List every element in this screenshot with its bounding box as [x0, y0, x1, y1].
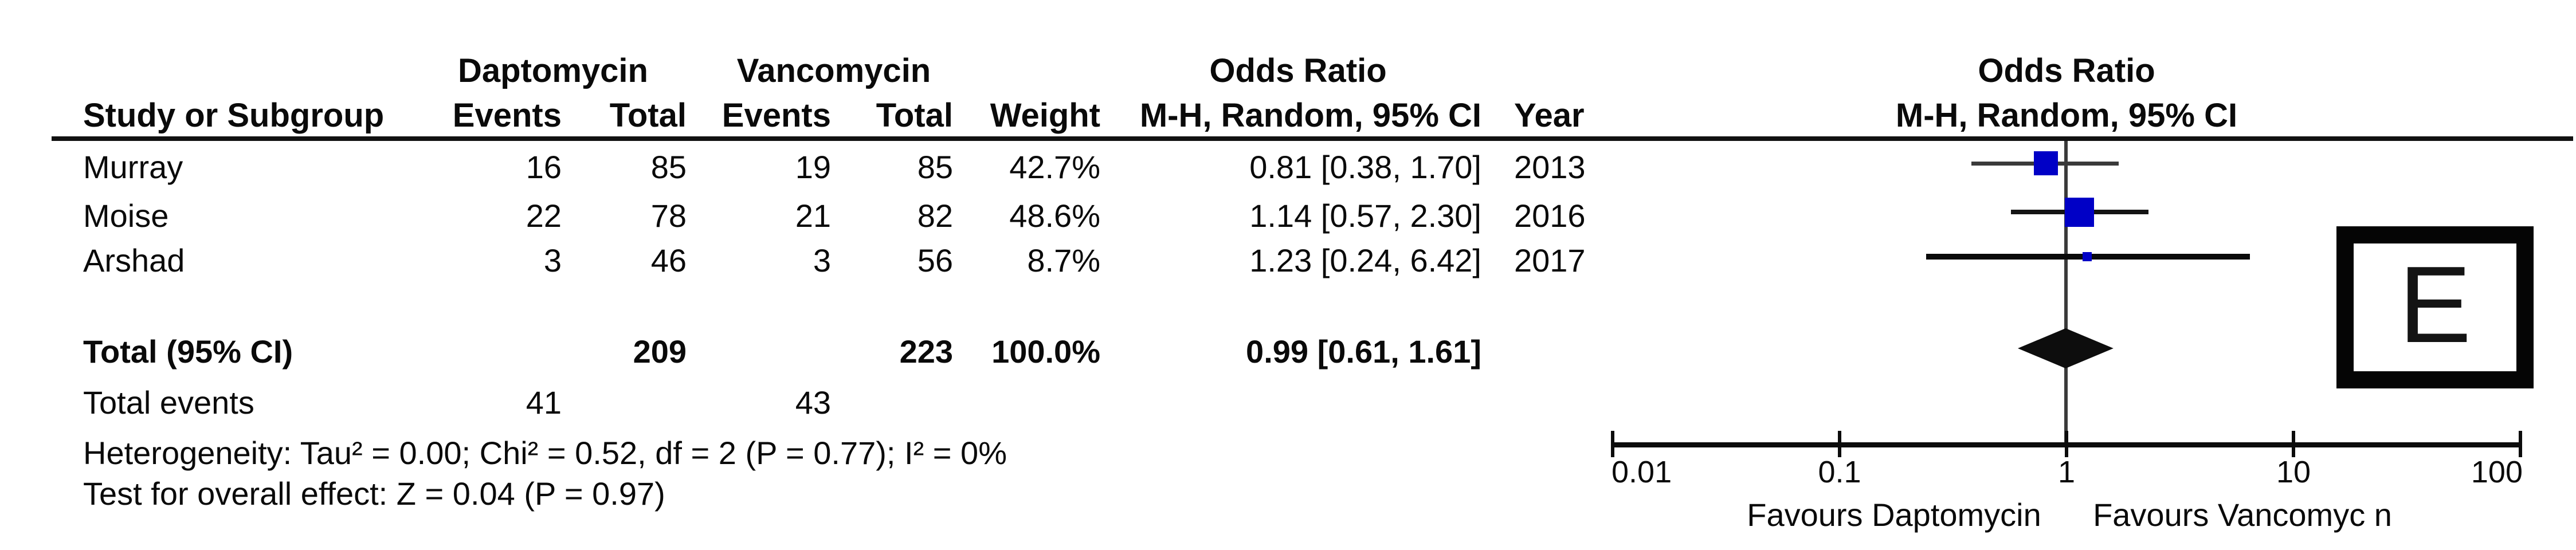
year: 2017: [1514, 242, 1586, 278]
weight: 42.7%: [1009, 149, 1100, 185]
study-name: Arshad: [83, 242, 185, 278]
total-2: 85: [917, 149, 953, 185]
favours-left-label: Favours Daptomycin: [1747, 497, 2041, 533]
col-header-year: Year: [1514, 97, 1585, 134]
weight: 8.7%: [1027, 242, 1100, 278]
year: 2016: [1514, 198, 1586, 234]
col-header-total-1: Total: [609, 97, 687, 134]
col-header-weight: Weight: [990, 97, 1100, 134]
overall-effect-text: Test for overall effect: Z = 0.04 (P = 0…: [83, 476, 665, 512]
x-axis-tick: [1611, 431, 1614, 457]
effect-square: [2082, 252, 2092, 261]
plot-title: Odds Ratio: [1978, 52, 2155, 89]
x-axis-tick-label: 10: [2276, 455, 2311, 489]
plot-subtitle: M-H, Random, 95% CI: [1895, 97, 2238, 134]
heterogeneity-text: Heterogeneity: Tau² = 0.00; Chi² = 0.52,…: [83, 435, 1007, 471]
total-events-2: 43: [795, 384, 831, 421]
total-n-2: 223: [899, 333, 953, 370]
total-1: 46: [650, 242, 687, 278]
x-axis-tick-label: 0.1: [1818, 455, 1861, 489]
events-1: 22: [526, 198, 562, 234]
x-axis-tick: [1838, 431, 1841, 457]
col-header-total-2: Total: [876, 97, 953, 134]
total-odds-ratio-ci: 0.99 [0.61, 1.61]: [1246, 333, 1481, 370]
effect-square: [2065, 197, 2095, 227]
header-rule: [52, 136, 2573, 141]
total-events-label: Total events: [83, 384, 254, 421]
total-events-1: 41: [526, 384, 562, 421]
col-header-mh-ci: M-H, Random, 95% CI: [1139, 97, 1481, 134]
group1-header: Daptomycin: [458, 52, 648, 89]
panel-label: E: [2398, 244, 2472, 366]
total-weight: 100.0%: [991, 333, 1100, 370]
x-axis-tick: [2519, 431, 2522, 457]
total-diamond: [2017, 328, 2114, 368]
year: 2013: [1514, 149, 1586, 185]
x-axis-tick-label: 1: [2057, 455, 2076, 489]
total-2: 56: [917, 242, 953, 278]
total-row-label: Total (95% CI): [83, 333, 293, 370]
x-axis-tick-label: 0.01: [1612, 455, 1672, 489]
study-name: Moise: [83, 198, 169, 234]
col-header-study: Study or Subgroup: [83, 97, 385, 134]
events-2: 19: [795, 149, 831, 185]
x-axis-tick: [2292, 431, 2295, 457]
odds-ratio-ci: 0.81 [0.38, 1.70]: [1249, 149, 1481, 185]
panel-label-box: E: [2336, 226, 2534, 388]
group2-header: Vancomycin: [736, 52, 931, 89]
events-1: 16: [526, 149, 562, 185]
x-axis-tick-label: 100: [2471, 455, 2523, 489]
favours-right-label: Favours Vancomyc n: [2093, 497, 2392, 533]
odds-ratio-ci: 1.14 [0.57, 2.30]: [1249, 198, 1481, 234]
weight: 48.6%: [1009, 198, 1100, 234]
col-header-events-2: Events: [722, 97, 831, 134]
events-1: 3: [543, 242, 562, 278]
total-1: 78: [650, 198, 687, 234]
total-2: 82: [917, 198, 953, 234]
effect-square: [2033, 151, 2058, 175]
odds-ratio-ci: 1.23 [0.24, 6.42]: [1249, 242, 1481, 278]
no-effect-vertical-line: [2064, 141, 2068, 443]
events-2: 21: [795, 198, 831, 234]
total-1: 85: [650, 149, 687, 185]
x-axis-tick: [2065, 431, 2068, 457]
odds-ratio-column-title: Odds Ratio: [1209, 52, 1387, 89]
events-2: 3: [813, 242, 831, 278]
study-name: Murray: [83, 149, 183, 185]
col-header-events-1: Events: [452, 97, 562, 134]
total-n-1: 209: [633, 333, 687, 370]
